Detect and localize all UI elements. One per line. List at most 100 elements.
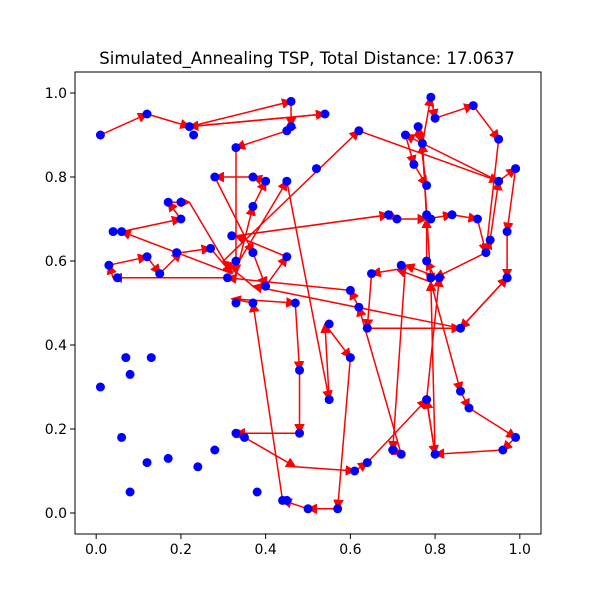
city-point [430, 449, 440, 459]
city-point [248, 201, 258, 211]
y-tick-label: 1.0 [45, 86, 67, 102]
route-segment [100, 114, 147, 136]
city-point [112, 273, 122, 283]
city-point [282, 252, 292, 262]
route-segment [244, 436, 295, 466]
city-point [282, 176, 292, 186]
city-point [248, 298, 258, 308]
route-segment [324, 323, 350, 358]
city-point [210, 172, 220, 182]
city-point [252, 487, 262, 497]
city-point [117, 227, 127, 237]
city-point [239, 432, 249, 442]
route-segment [265, 257, 287, 287]
y-tick-label: 0.0 [45, 506, 67, 522]
route-segment [434, 106, 473, 119]
route-segment [188, 201, 231, 273]
route-segment [108, 257, 147, 266]
x-tick-label: 0.6 [339, 542, 361, 558]
route-segment [366, 400, 426, 464]
city-point [184, 122, 194, 132]
city-point [392, 214, 402, 224]
route-segment [236, 130, 288, 148]
city-point [248, 248, 258, 258]
city-point [125, 487, 135, 497]
city-point [434, 273, 444, 283]
route-segment [231, 181, 287, 274]
city-point [282, 126, 292, 136]
city-point [502, 227, 512, 237]
route-segment [252, 181, 266, 207]
chart-title: Simulated_Annealing TSP, Total Distance:… [99, 49, 514, 69]
x-tick-label: 1.0 [509, 542, 531, 558]
city-point [142, 252, 152, 262]
city-point [117, 432, 127, 442]
city-point [210, 445, 220, 455]
x-tick-label: 0.2 [170, 542, 192, 558]
city-point [422, 256, 432, 266]
city-point [125, 369, 135, 379]
city-point [231, 428, 241, 438]
city-point [95, 382, 105, 392]
city-point [231, 143, 241, 153]
route-segment [222, 131, 359, 262]
route-segment [425, 399, 435, 455]
route-segment [231, 299, 296, 303]
city-point [248, 172, 258, 182]
city-point [108, 227, 118, 237]
route-segment [404, 134, 413, 164]
route-segment [435, 450, 503, 454]
y-tick-label: 0.4 [45, 338, 67, 354]
city-point [155, 269, 165, 279]
city-point [176, 214, 186, 224]
route-segment [253, 303, 284, 501]
x-tick-label: 0.4 [255, 542, 277, 558]
city-point [311, 164, 321, 174]
route-segment [430, 281, 461, 391]
city-point [193, 462, 203, 472]
city-point [286, 96, 296, 106]
route-segment [393, 265, 407, 450]
city-point [231, 298, 241, 308]
city-point [333, 504, 343, 514]
route-segment [325, 324, 329, 400]
city-point [189, 130, 199, 140]
route-layer [100, 97, 515, 509]
city-point [142, 458, 152, 468]
route-segment [507, 168, 517, 232]
city-point [362, 323, 372, 333]
city-point [176, 197, 186, 207]
city-point [290, 298, 300, 308]
city-point [426, 214, 436, 224]
route-segment [228, 278, 351, 292]
route-segment [146, 113, 189, 127]
city-point [324, 395, 334, 405]
city-point [295, 428, 305, 438]
city-point [426, 92, 436, 102]
x-axis: 0.0 0.2 0.4 0.6 0.8 1.0 [85, 534, 531, 558]
city-point [485, 235, 495, 245]
city-point [396, 449, 406, 459]
y-tick-label: 0.8 [45, 170, 67, 186]
city-point [468, 101, 478, 111]
city-point [494, 176, 504, 186]
city-point [498, 445, 508, 455]
city-point [121, 353, 131, 363]
city-point [472, 214, 482, 224]
route-segment [252, 252, 266, 287]
city-point [456, 386, 466, 396]
route-segment [489, 181, 498, 241]
route-segment [121, 219, 181, 233]
plot-frame [74, 71, 542, 535]
city-point [95, 130, 105, 140]
route-segment [189, 101, 291, 128]
city-point [396, 260, 406, 270]
city-point [502, 273, 512, 283]
route-segment [367, 273, 371, 329]
city-point [142, 109, 152, 119]
city-point [163, 197, 173, 207]
city-point [223, 273, 233, 283]
city-layer [95, 92, 521, 514]
